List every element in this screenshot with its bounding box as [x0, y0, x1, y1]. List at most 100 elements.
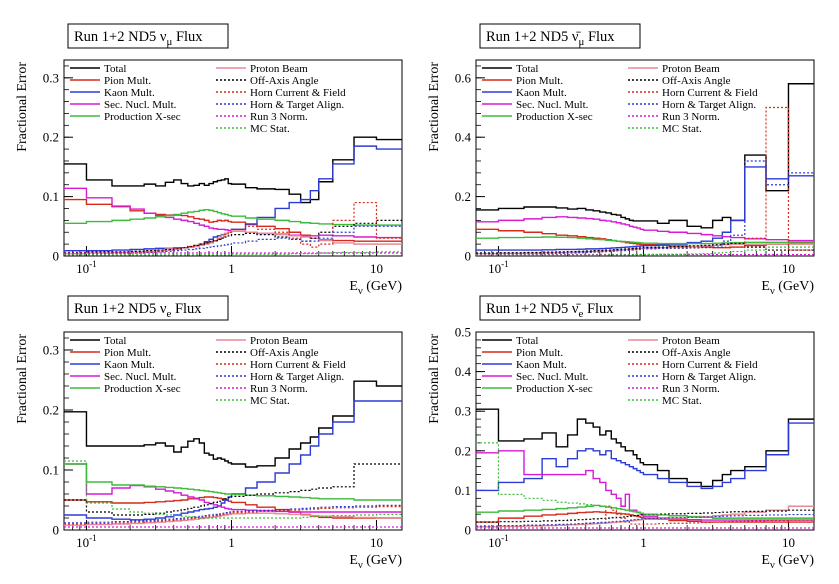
legend-label: Kaon Mult. — [516, 359, 567, 371]
legend-label: MC Stat. — [250, 123, 290, 135]
series-line — [64, 208, 402, 226]
series-line — [64, 145, 402, 252]
y-tick-label: 0.2 — [455, 443, 471, 458]
legend-label: Horn Current & Field — [662, 87, 758, 99]
legend-label: MC Stat. — [662, 123, 702, 135]
y-tick-label: 0.3 — [43, 343, 59, 358]
x-tick-label: 1 — [640, 261, 647, 276]
legend-label: Off-Axis Angle — [250, 75, 319, 87]
y-tick-label: 0 — [465, 249, 472, 264]
x-tick-label: 10-1 — [488, 534, 509, 550]
chart-title: Run 1+2 ND5 ν̄e Flux — [486, 301, 614, 320]
series-line — [476, 242, 814, 254]
y-tick-label: 0.3 — [455, 404, 471, 419]
x-tick-label: 10-1 — [488, 260, 509, 276]
series-line — [476, 166, 814, 251]
legend-label: Off-Axis Angle — [662, 75, 731, 87]
y-tick-label: 0.6 — [455, 70, 472, 85]
x-axis-label: Eν (GeV) — [349, 279, 402, 297]
legend-label: Pion Mult. — [104, 347, 151, 359]
series-line — [64, 380, 402, 468]
legend-label: Horn Current & Field — [250, 359, 346, 371]
series-line — [64, 463, 402, 513]
series-line — [476, 513, 814, 527]
legend-label: Sec. Nucl. Mult. — [516, 99, 589, 111]
x-axis-label: Eν (GeV) — [761, 279, 814, 297]
legend-label: Kaon Mult. — [104, 359, 155, 371]
chart-title: Run 1+2 ND5 νe Flux — [74, 301, 202, 320]
legend-label: Horn & Target Align. — [662, 99, 756, 111]
legend-label: Sec. Nucl. Mult. — [104, 371, 177, 383]
legend-label: Sec. Nucl. Mult. — [516, 371, 589, 383]
legend-label: Production X-sec — [104, 383, 181, 395]
x-tick-label: 10-1 — [76, 260, 97, 276]
series-line — [476, 236, 814, 245]
x-tick-label: 1 — [640, 535, 647, 550]
y-tick-label: 0.2 — [43, 403, 59, 418]
series-line — [64, 400, 402, 521]
y-tick-label: 0 — [465, 523, 472, 538]
legend-label: Horn Current & Field — [250, 87, 346, 99]
legend-label: Total — [516, 63, 538, 75]
chart-title: Run 1+2 ND5 νμ Flux — [74, 29, 203, 48]
legend-label: Total — [516, 335, 538, 347]
y-tick-label: 0.3 — [43, 70, 59, 85]
legend-label: Proton Beam — [250, 63, 308, 75]
y-axis-label: Fractional Error — [15, 334, 30, 424]
series-line — [64, 187, 402, 239]
legend-label: Run 3 Norm. — [662, 383, 720, 395]
series-line — [64, 201, 402, 255]
y-tick-label: 0.2 — [455, 189, 471, 204]
legend-label: Horn & Target Align. — [250, 371, 344, 383]
series-line — [476, 442, 814, 519]
series-line — [476, 216, 814, 242]
legend-label: Horn & Target Align. — [250, 99, 344, 111]
series-line — [64, 506, 402, 525]
series-line — [64, 512, 402, 526]
y-tick-label: 0.5 — [455, 325, 471, 340]
chart-panel: 0 0.1 0.2 0.3 0.4 0.5 10-1 1 10 Fractional Error E… — [427, 295, 815, 571]
legend-label: Proton Beam — [662, 63, 720, 75]
y-tick-label: 0.4 — [455, 130, 472, 145]
legend-label: Total — [104, 63, 126, 75]
series-line — [476, 511, 814, 523]
series-line — [476, 422, 814, 492]
y-tick-label: 0 — [53, 249, 60, 264]
legend-label: Proton Beam — [662, 335, 720, 347]
y-tick-label: 0.2 — [43, 130, 59, 145]
legend-label: Proton Beam — [250, 335, 308, 347]
legend-label: Pion Mult. — [516, 75, 563, 87]
series-line — [476, 246, 814, 256]
x-tick-label: 10-1 — [76, 534, 97, 550]
series-line — [64, 219, 402, 254]
plot-frame — [475, 331, 815, 531]
legend-label: Production X-sec — [516, 111, 593, 123]
y-tick-label: 0 — [53, 523, 60, 538]
y-tick-label: 0.1 — [43, 189, 59, 204]
series-line — [64, 136, 402, 204]
legend-label: Sec. Nucl. Mult. — [104, 99, 177, 111]
legend-label: Production X-sec — [516, 383, 593, 395]
legend-label: Kaon Mult. — [104, 87, 155, 99]
x-tick-label: 1 — [228, 535, 235, 550]
x-axis-label: Eν (GeV) — [349, 553, 402, 571]
plot-frame — [63, 331, 403, 531]
legend-label: Pion Mult. — [516, 347, 563, 359]
legend-label: Kaon Mult. — [516, 87, 567, 99]
legend-label: Horn Current & Field — [662, 359, 758, 371]
chart-panel: 0 0.2 0.4 0.6 10-1 1 10 Fractional Error Eν (GeV… — [427, 23, 815, 297]
plot-frame — [63, 59, 403, 257]
y-tick-label: 0.1 — [455, 483, 471, 498]
series-line — [64, 504, 402, 524]
title-box — [479, 295, 641, 321]
y-axis-label: Fractional Error — [15, 62, 30, 152]
series-line — [64, 460, 402, 519]
legend-label: Pion Mult. — [104, 75, 151, 87]
legend-label: Run 3 Norm. — [250, 111, 308, 123]
series-line — [64, 463, 402, 516]
